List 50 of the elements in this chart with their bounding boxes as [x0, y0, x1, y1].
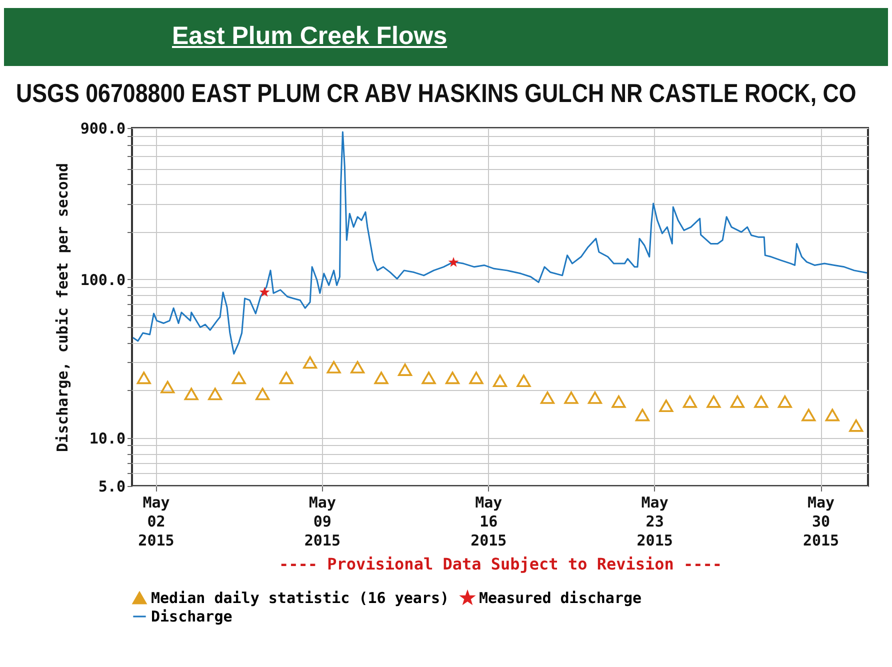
point	[445, 372, 460, 384]
x-tick-label: May 09 2015	[304, 494, 340, 550]
point	[326, 361, 341, 374]
point	[259, 286, 270, 297]
point	[730, 395, 744, 408]
point	[303, 356, 318, 369]
point	[448, 256, 459, 267]
x-tick-label: May 23 2015	[636, 494, 673, 550]
point	[588, 391, 602, 404]
x-tick-label: May 02 2015	[138, 494, 174, 550]
point	[802, 408, 816, 422]
point	[374, 372, 388, 384]
point	[232, 372, 246, 384]
y-axis-title: Discharge, cubic feet per second	[53, 163, 72, 452]
point	[398, 364, 412, 376]
point	[516, 374, 531, 387]
text: ---- Provisional Data Subject to Revision ----	[278, 554, 722, 574]
x-tick-label: May 30 2015	[802, 494, 840, 550]
point	[659, 400, 674, 412]
legend-label: Measured discharge	[479, 589, 642, 608]
point	[279, 372, 294, 384]
point	[469, 372, 484, 384]
point	[706, 395, 721, 408]
point	[350, 361, 365, 374]
chart-subtitle: USGS 06708800 EAST PLUM CR ABV HASKINS GULCH NR CASTLE ROCK, CO	[16, 78, 856, 109]
x-tick-label: May 16 2015	[470, 494, 507, 550]
point	[682, 395, 697, 408]
point	[492, 374, 508, 387]
point	[136, 372, 151, 384]
point	[825, 408, 840, 422]
legend-label: Discharge	[151, 608, 232, 626]
point	[612, 395, 626, 408]
point	[778, 395, 792, 408]
point	[540, 391, 555, 404]
point	[208, 388, 222, 400]
y-tick-label: 5.0	[98, 478, 126, 496]
point	[160, 380, 175, 394]
chart-title: East Plum Creek Flows	[172, 22, 448, 51]
legend-label: Median daily statistic (16 years)	[151, 588, 450, 607]
point	[256, 388, 270, 400]
point	[564, 391, 578, 404]
line-series	[132, 131, 868, 355]
point	[754, 395, 768, 408]
point	[184, 388, 198, 400]
point	[849, 419, 864, 432]
y-tick-label: 10.0	[89, 430, 126, 448]
y-tick-label: 900.0	[80, 120, 126, 138]
point	[635, 408, 650, 422]
point	[422, 372, 436, 384]
y-tick-label: 100.0	[80, 270, 126, 289]
